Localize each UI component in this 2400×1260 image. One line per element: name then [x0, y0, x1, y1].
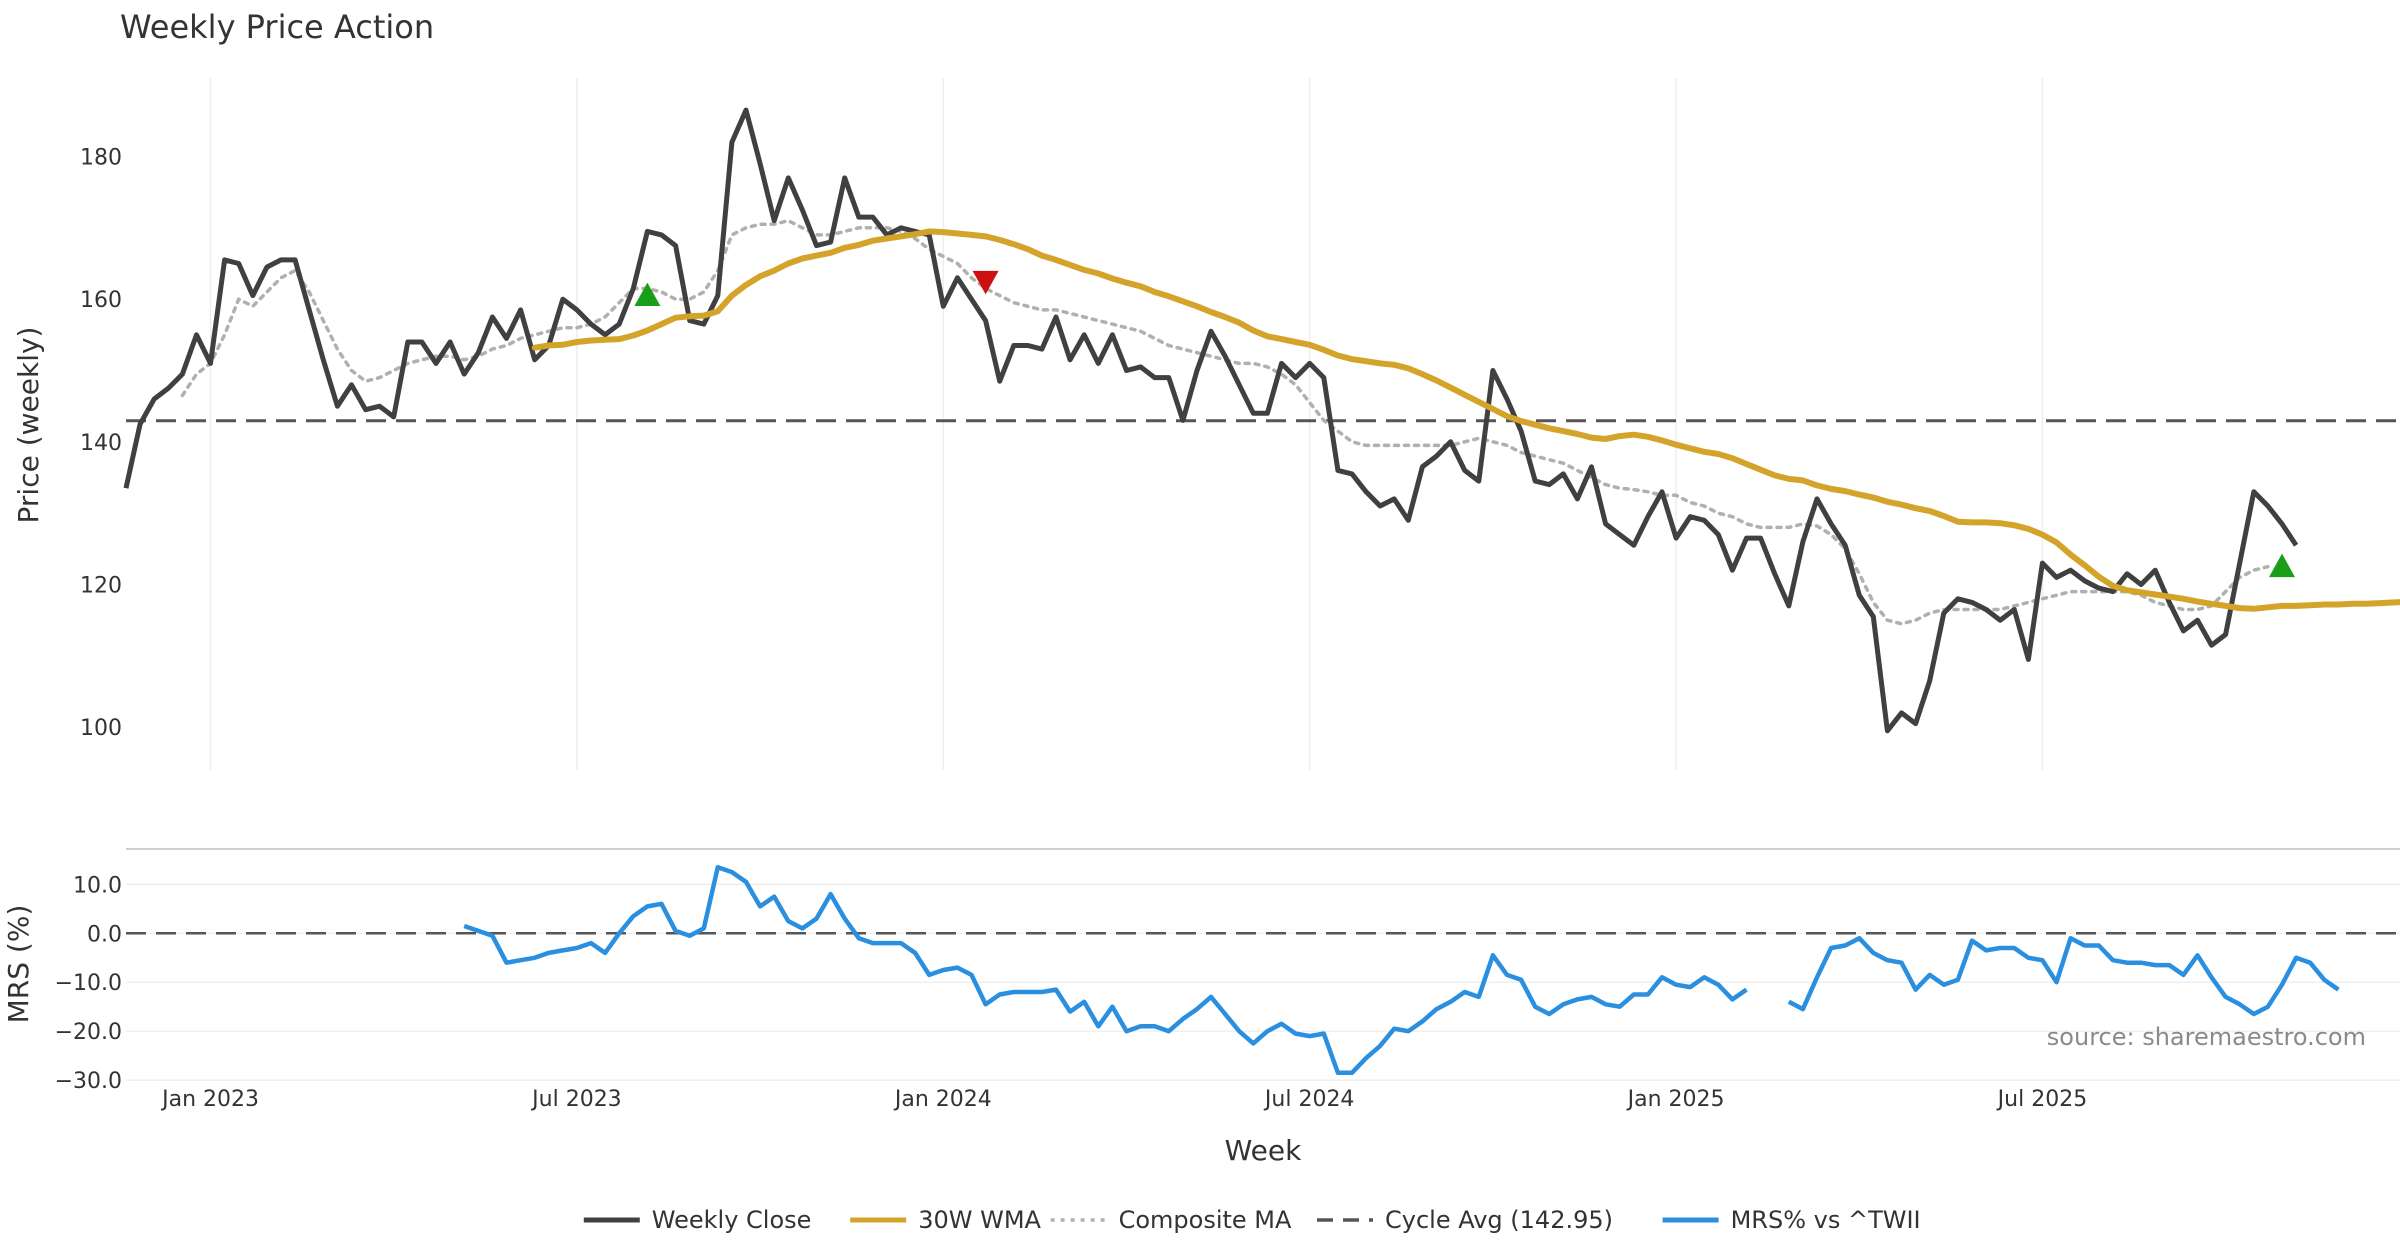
wma-30w-line: [531, 228, 2400, 612]
x-tick-label: Jan 2024: [893, 1087, 992, 1112]
x-tick-label: Jul 2025: [1996, 1087, 2088, 1112]
mrs-line: [463, 864, 2340, 1076]
buy-signal-marker: [2269, 553, 2295, 578]
x-tick-label: Jan 2025: [1626, 1087, 1725, 1112]
x-tick-label: Jul 2023: [530, 1087, 622, 1112]
price-y-axis-label: Price (weekly): [12, 327, 45, 524]
mrs-y-tick-label: −10.0: [55, 971, 122, 996]
price-y-tick-label: 160: [80, 288, 122, 313]
legend-label: Composite MA: [1119, 1206, 1292, 1234]
price-y-tick-label: 120: [80, 574, 122, 599]
price-y-tick-label: 180: [80, 145, 122, 170]
mrs-panel-series: [126, 864, 2400, 1076]
mrs-panel-y-axis: 10.0 0.0 −10.0 −20.0 −30.0: [55, 873, 122, 1094]
price-panel-series: [123, 107, 2400, 734]
mrs-y-axis-label: MRS (%): [2, 905, 35, 1024]
x-axis-label: Week: [1225, 1134, 1302, 1167]
sell-signal-marker: [972, 270, 999, 295]
mrs-y-tick-label: 0.0: [87, 922, 122, 947]
source-note: source: sharemaestro.com: [2047, 1023, 2366, 1051]
weekly-close-line: [123, 107, 2299, 734]
legend-label: Weekly Close: [652, 1206, 812, 1234]
buy-signal-marker: [634, 282, 661, 306]
price-y-tick-label: 100: [80, 716, 122, 741]
legend-label: 30W WMA: [918, 1206, 1041, 1234]
chart-legend: Weekly Close 30W WMA Composite MA Cycle Avg…: [583, 1206, 1921, 1234]
price-panel-signals: [634, 270, 2295, 578]
legend-label: MRS% vs ^TWII: [1731, 1206, 1921, 1234]
price-panel-y-axis: 100 120 140 160 180: [80, 145, 122, 741]
x-tick-label: Jul 2024: [1263, 1087, 1355, 1112]
price-y-tick-label: 140: [80, 431, 122, 456]
mrs-y-tick-label: −20.0: [55, 1020, 122, 1045]
x-tick-label: Jan 2023: [160, 1087, 259, 1112]
price-panel-grid: [209, 78, 2044, 770]
mrs-y-tick-label: 10.0: [73, 873, 122, 898]
legend-label: Cycle Avg (142.95): [1385, 1206, 1613, 1234]
chart-title: Weekly Price Action: [120, 8, 434, 46]
mrs-y-tick-label: −30.0: [55, 1069, 122, 1094]
x-axis-ticks: Jan 2023 Jul 2023 Jan 2024 Jul 2024 Jan 2025…: [160, 1087, 2087, 1112]
